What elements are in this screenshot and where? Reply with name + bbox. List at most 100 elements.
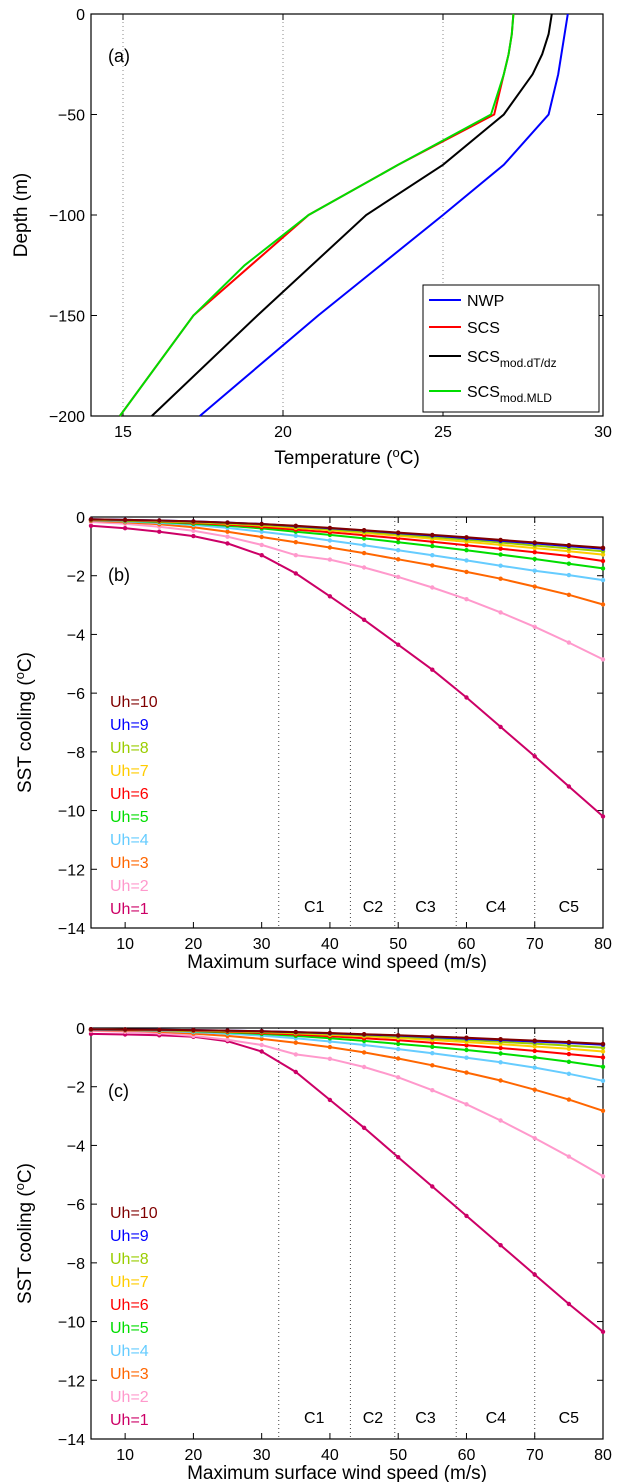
panel-b-series-uh-10-point <box>327 525 333 531</box>
panel-c-series-uh-10-line <box>90 1028 604 1045</box>
panel-b-series-uh-2-point <box>566 640 572 645</box>
panel-c-series-uh-7-point <box>600 1049 606 1054</box>
panel-a-x-tick-label: 30 <box>594 424 612 441</box>
panel-b-x-tick-label: 40 <box>321 936 339 953</box>
panel-b-series-uh-3-point <box>498 576 503 581</box>
panel-c-series-uh-3-point <box>464 1070 469 1075</box>
panel-b-sst-cooling: 10 20 30 40 50 60 70 80 0 −2 −4 −6 −8 −10 −12 −14 (b) Uh=… <box>12 510 613 973</box>
panel-b-series-uh-5-point <box>532 556 537 562</box>
panel-b-series-uh-4-point <box>532 568 537 573</box>
panel-c-series-uh-2-point <box>361 1064 367 1070</box>
panel-b-series-uh-2-point <box>396 574 401 580</box>
panel-b-series-uh-4-point <box>327 538 333 543</box>
panel-b-series-uh-4-point <box>566 572 572 578</box>
panel-b-series-uh-2-point <box>191 528 196 533</box>
panel-b-series-uh-1-line <box>90 524 604 818</box>
panel-c-series-uh-3-point <box>327 1044 333 1050</box>
panel-b-series-uh-5-point <box>430 543 435 549</box>
panel-c-series-uh-10-point <box>532 1038 537 1043</box>
panel-b-series-uh-1-point <box>464 695 469 700</box>
panel-c-series-uh-10-point <box>327 1030 333 1036</box>
panel-c-category-label: C2 <box>363 1410 384 1427</box>
panel-b-plot-frame <box>90 516 604 929</box>
panel-c-series-uh-6-point <box>532 1048 537 1054</box>
panel-c-series-uh-4-point <box>532 1065 537 1070</box>
panel-c-series-uh-4-point <box>361 1042 367 1048</box>
panel-c-series-uh-10-point <box>361 1032 367 1037</box>
panel-c-series-uh-2-point <box>293 1052 298 1057</box>
panel-c-series-uh-5-point <box>600 1064 606 1070</box>
panel-c-panel-label: (c) <box>108 1081 129 1101</box>
panel-c-series-uh-5-point <box>430 1044 435 1050</box>
panel-c-series-uh-5-point <box>396 1041 401 1047</box>
panel-b-y-tick-label: −12 <box>58 862 85 879</box>
panel-c-category-label: C4 <box>486 1410 507 1427</box>
panel-c-series-uh-10-point <box>225 1028 230 1033</box>
panel-b-series-uh-2-point <box>430 585 435 590</box>
panel-c-series-uh-6-point <box>464 1043 469 1048</box>
panel-c-series-uh-2-point <box>259 1042 264 1048</box>
panel-c-y-tick-label: −8 <box>67 1256 85 1273</box>
panel-a-series-nwp <box>199 13 569 417</box>
panel-c-legend-label: Uh=7 <box>110 1274 149 1291</box>
panel-b-legend-label: Uh=8 <box>110 740 149 757</box>
panel-c-series-uh-2-point <box>225 1037 230 1042</box>
panel-b-legend-label: Uh=2 <box>110 878 149 895</box>
panel-b-y-tick-label: −4 <box>67 627 85 644</box>
panel-c-series-uh-5-point <box>498 1051 503 1056</box>
panel-b-series-uh-5-point <box>498 552 503 557</box>
panel-c-series-uh-2-point <box>430 1088 435 1093</box>
panel-c-series-uh-10-point <box>464 1035 469 1040</box>
panel-b-series-uh-10-line <box>90 518 604 549</box>
panel-c-legend-label: Uh=8 <box>110 1251 149 1268</box>
panel-a-legend-label: SCSmod.MLD <box>467 384 552 405</box>
panel-b-series-uh-2-point <box>600 657 606 662</box>
panel-c-series-uh-3-point <box>498 1078 503 1083</box>
panel-b-series-uh-5-point <box>600 566 606 571</box>
panel-c-legend-label: Uh=1 <box>110 1412 149 1429</box>
panel-c-y-tick-label: −6 <box>67 1197 85 1214</box>
panel-b-x-tick-label: 10 <box>116 936 134 953</box>
panel-a-series-scs-mod-mld <box>118 13 515 417</box>
panel-c-series-uh-3-point <box>532 1087 537 1092</box>
panel-b-series-uh-10-point <box>464 535 469 540</box>
panel-c-series-uh-3-point <box>566 1097 572 1102</box>
panel-c-series-uh-10-point <box>122 1027 128 1032</box>
panel-b-series-uh-10-point <box>293 523 298 528</box>
panel-b-series-uh-4-point <box>293 533 298 538</box>
panel-b-series-uh-3-point <box>225 529 230 534</box>
panel-c-series-uh-10-point <box>88 1027 94 1032</box>
panel-c-series-uh-2-point <box>396 1075 401 1080</box>
panel-b-series-uh-2-point <box>225 534 230 539</box>
panel-b-series-uh-1-point <box>293 571 298 576</box>
panel-a-x-tick-label: 25 <box>434 424 452 441</box>
panel-c-category-label: C3 <box>415 1410 436 1427</box>
panel-b-series-uh-10-point <box>157 518 162 523</box>
panel-b-series-uh-6-point <box>600 558 606 564</box>
panel-b-series-uh-1-point <box>225 541 230 546</box>
panel-a-panel-label: (a) <box>108 46 130 66</box>
panel-c-legend-label: Uh=10 <box>110 1205 158 1222</box>
panel-b-y-tick-label: −14 <box>58 921 85 938</box>
panel-b-series-uh-6-point <box>464 543 469 548</box>
panel-b-legend-label: Uh=3 <box>110 855 149 872</box>
panel-c-x-tick-label: 30 <box>253 1447 271 1464</box>
panel-c-sst-cooling: 10 20 30 40 50 60 70 80 0 −2 −4 −6 −8 −10 −12 −14 (c) Uh=… <box>12 1021 613 1482</box>
panel-a-y-tick-label: 0 <box>76 7 85 24</box>
panel-c-series-uh-3-point <box>600 1108 606 1114</box>
panel-b-series-uh-1-point <box>327 594 333 599</box>
panel-c-series-uh-2-line <box>90 1029 604 1178</box>
panel-b-y-tick-label: 0 <box>76 510 85 527</box>
panel-b-series-uh-10-point <box>600 545 606 550</box>
panel-c-series-uh-6-point <box>498 1045 503 1051</box>
panel-c-legend-label: Uh=2 <box>110 1389 149 1406</box>
panel-a-legend-label: NWP <box>467 293 504 310</box>
panel-c-series-uh-5-point <box>566 1059 572 1065</box>
panel-c-series-uh-4-point <box>430 1051 435 1056</box>
panel-b-series-uh-1-point <box>600 814 606 819</box>
panel-b-series-uh-3-point <box>327 545 333 550</box>
panel-c-series-uh-2-point <box>498 1118 503 1123</box>
panel-b-category-label: C1 <box>304 899 325 916</box>
panel-b-series-uh-1-point <box>259 553 264 558</box>
panel-c-x-tick-label: 50 <box>389 1447 407 1464</box>
